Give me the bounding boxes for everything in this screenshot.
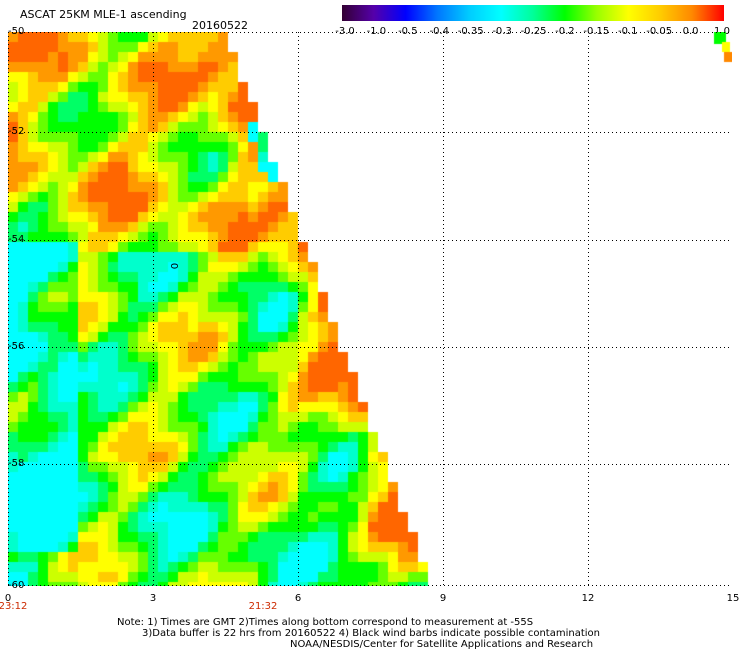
mle-field-raster xyxy=(8,32,732,586)
grid-lines xyxy=(8,32,732,586)
colorbar xyxy=(342,5,724,21)
colorbar-tick-label: -3.0 xyxy=(335,26,355,37)
note-line-1: Note: 1) Times are GMT 2)Times along bot… xyxy=(117,617,534,628)
colorbar-tick-label: -0.5 xyxy=(398,26,418,37)
longitude-label: 3 xyxy=(149,593,157,604)
contour-label: 0 xyxy=(168,262,180,270)
latitude-label: -52 xyxy=(8,126,25,137)
latitude-label: -60 xyxy=(8,580,25,591)
colorbar-tick-label: -0.15 xyxy=(583,26,609,37)
colorbar-tick-label: -0.35 xyxy=(458,26,484,37)
longitude-label: 6 xyxy=(294,593,302,604)
latitude-label: -50 xyxy=(8,26,25,37)
map-date: 20160522 xyxy=(192,19,248,32)
colorbar-tick-label: -0.25 xyxy=(521,26,547,37)
latitude-label: -54 xyxy=(8,234,25,245)
colorbar-tick-label: -0.1 xyxy=(618,26,638,37)
colorbar-tick-label: -1.0 xyxy=(367,26,387,37)
time-label-start: 23:12 xyxy=(0,601,28,612)
longitude-label: 15 xyxy=(726,593,740,604)
colorbar-tick-label: -0.05 xyxy=(646,26,672,37)
longitude-label: 9 xyxy=(439,593,447,604)
longitude-label: 12 xyxy=(581,593,595,604)
map-plot-area: 0 xyxy=(8,32,732,586)
note-line-2: 3)Data buffer is 22 hrs from 20160522 4)… xyxy=(142,628,600,639)
latitude-label: -56 xyxy=(8,341,25,352)
map-title: ASCAT 25KM MLE-1 ascending xyxy=(20,8,187,21)
colorbar-tick-label: 0.0 xyxy=(683,26,699,37)
time-label-mid: 21:32 xyxy=(248,601,278,612)
colorbar-tick-label: 1.0 xyxy=(714,26,730,37)
colorbar-tick-label: -0.4 xyxy=(429,26,449,37)
latitude-label: -58 xyxy=(8,458,25,469)
note-line-3: NOAA/NESDIS/Center for Satellite Applica… xyxy=(290,639,594,650)
colorbar-tick-label: -0.3 xyxy=(492,26,512,37)
colorbar-tick-label: -0.2 xyxy=(555,26,575,37)
longitude-label: 0 xyxy=(4,593,12,604)
